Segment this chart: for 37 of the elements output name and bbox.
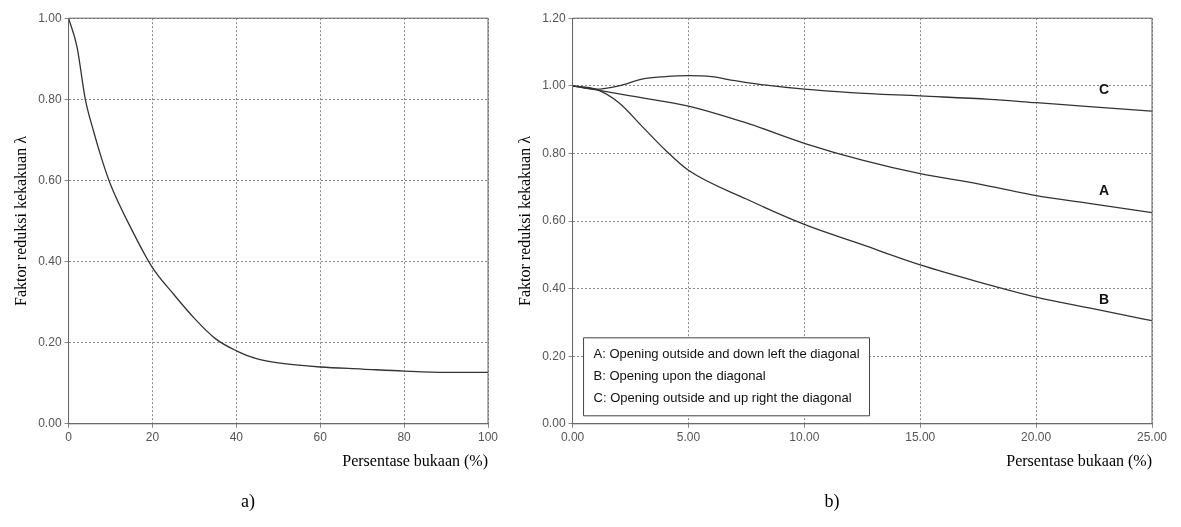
- y-tick-label: 0.40: [38, 253, 62, 268]
- annotation: C: Opening outside and up right the diagonal: [593, 390, 852, 406]
- x-tick-label: 15.00: [905, 430, 936, 445]
- x-tick-label: 100: [477, 430, 499, 445]
- y-tick-label: 0.80: [542, 145, 566, 160]
- x-tick-label: 25.00: [1136, 430, 1168, 445]
- x-tick-label: 40: [229, 430, 244, 445]
- series-label: A: [1098, 182, 1110, 199]
- x-tick-label: 0.00: [560, 430, 585, 445]
- y-tick-label: 0.60: [542, 213, 566, 228]
- text: a): [241, 490, 255, 512]
- annotation: A: Opening outside and down left the diagonal: [593, 346, 860, 362]
- x-axis-title: Persentase bukaan (%): [342, 452, 488, 470]
- y-tick-label: 1.20: [542, 10, 566, 25]
- y-axis-title: Faktor reduksi kekakuan λ: [515, 135, 533, 306]
- annotation: B: Opening upon the diagonal: [593, 368, 766, 384]
- y-tick-label: 0.20: [542, 348, 566, 363]
- x-tick-label: 0: [65, 430, 73, 445]
- x-tick-label: 5.00: [676, 430, 701, 445]
- y-tick-label: 0.20: [38, 334, 62, 349]
- y-tick-label: 0.00: [542, 416, 566, 431]
- y-axis-title: Faktor reduksi kekakuan λ: [11, 135, 29, 306]
- x-axis-title: Persentase bukaan (%): [1006, 452, 1152, 470]
- y-tick-label: 1.00: [542, 78, 566, 93]
- y-tick-label: 0.80: [38, 91, 62, 106]
- x-tick-label: 10.00: [789, 430, 820, 445]
- x-tick-label: 60: [313, 430, 328, 445]
- x-tick-label: 20.00: [1021, 430, 1052, 445]
- x-tick-label: 20: [145, 430, 160, 445]
- text: b): [824, 490, 840, 512]
- series-label: C: [1098, 81, 1110, 98]
- x-tick-label: 80: [397, 430, 412, 445]
- series-label: B: [1098, 290, 1110, 307]
- y-tick-label: 0.40: [542, 280, 566, 295]
- y-tick-label: 0.00: [38, 416, 62, 431]
- y-tick-label: 1.00: [38, 10, 62, 25]
- y-tick-label: 0.60: [38, 172, 62, 187]
